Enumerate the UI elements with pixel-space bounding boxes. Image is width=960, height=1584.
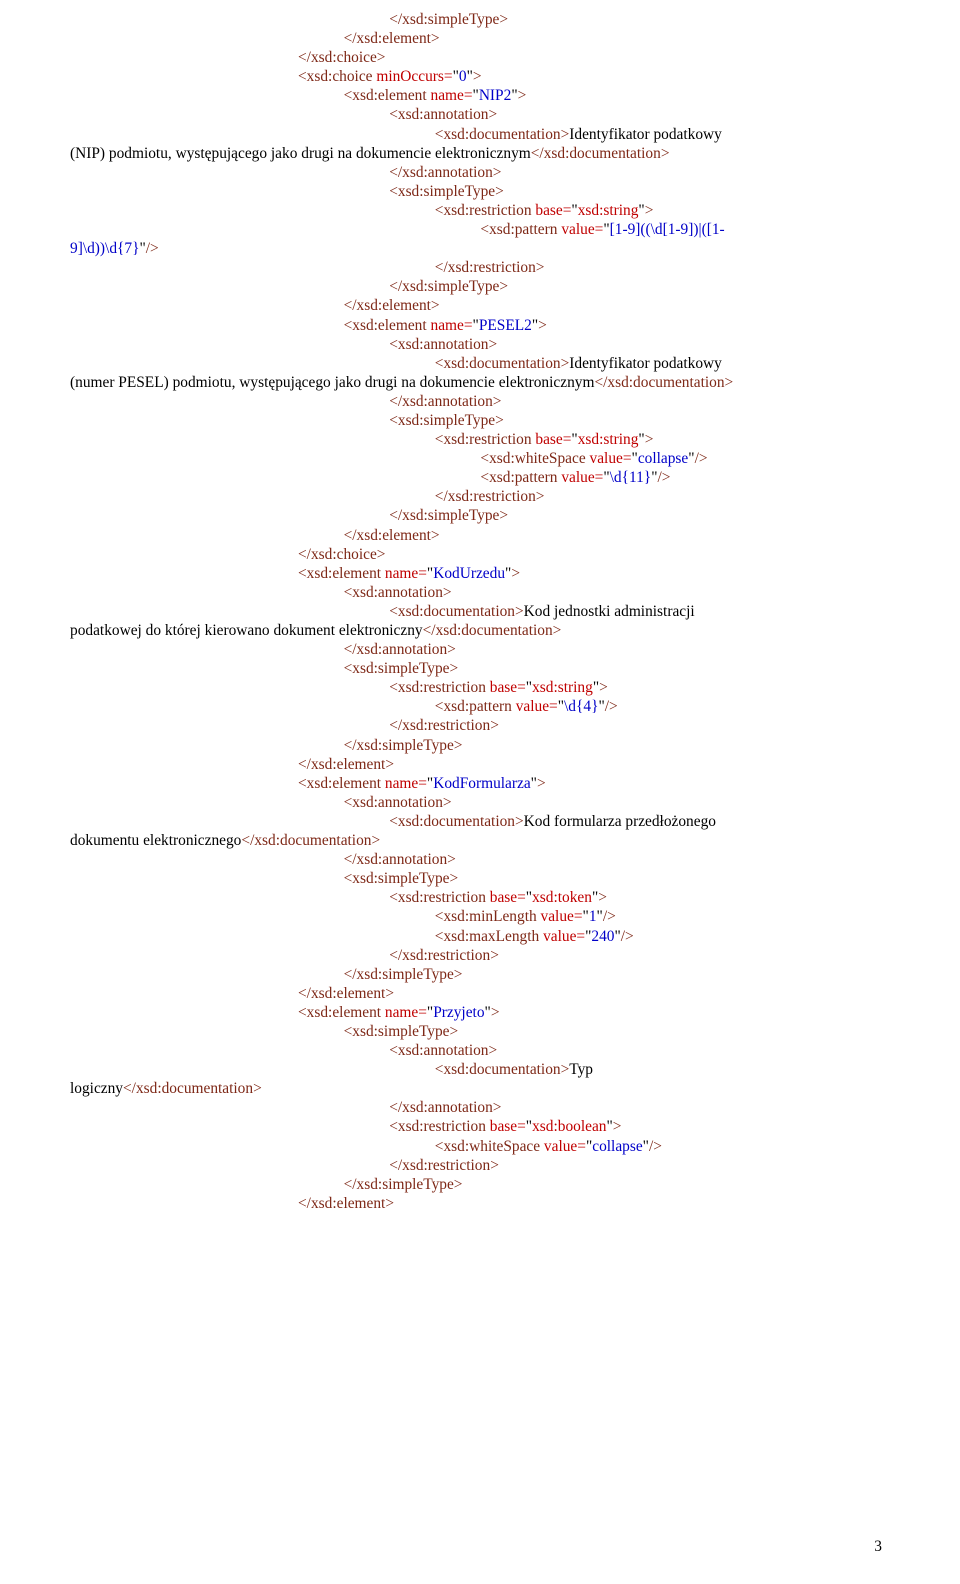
code-line: podatkowej do której kierowano dokument … <box>70 621 890 640</box>
code-line: <xsd:restriction base="xsd:string"> <box>70 430 890 449</box>
code-line: </xsd:annotation> <box>70 640 890 659</box>
code-line: <xsd:simpleType> <box>70 411 890 430</box>
code-line: </xsd:element> <box>70 296 890 315</box>
code-line: <xsd:whiteSpace value="collapse"/> <box>70 1137 890 1156</box>
code-line: </xsd:restriction> <box>70 946 890 965</box>
code-line: <xsd:annotation> <box>70 583 890 602</box>
code-line: <xsd:annotation> <box>70 793 890 812</box>
code-line: <xsd:documentation>Kod jednostki adminis… <box>70 602 890 621</box>
code-line: <xsd:element name="PESEL2"> <box>70 316 890 335</box>
code-line: <xsd:minLength value="1"/> <box>70 907 890 926</box>
code-line: </xsd:simpleType> <box>70 506 890 525</box>
code-line: </xsd:simpleType> <box>70 1175 890 1194</box>
code-line: </xsd:element> <box>70 1194 890 1213</box>
code-line: <xsd:annotation> <box>70 335 890 354</box>
code-line: </xsd:simpleType> <box>70 277 890 296</box>
code-line: </xsd:annotation> <box>70 1098 890 1117</box>
code-line: 9]\d))\d{7}"/> <box>70 239 890 258</box>
code-line: <xsd:simpleType> <box>70 1022 890 1041</box>
code-line: <xsd:element name="KodFormularza"> <box>70 774 890 793</box>
code-line: </xsd:simpleType> <box>70 736 890 755</box>
code-line: <xsd:restriction base="xsd:token"> <box>70 888 890 907</box>
xsd-code-block: </xsd:simpleType></xsd:element></xsd:cho… <box>70 10 890 1213</box>
code-line: <xsd:documentation>Typ <box>70 1060 890 1079</box>
code-line: logiczny</xsd:documentation> <box>70 1079 890 1098</box>
code-line: <xsd:element name="KodUrzedu"> <box>70 564 890 583</box>
code-line: <xsd:documentation>Kod formularza przedł… <box>70 812 890 831</box>
code-line: <xsd:annotation> <box>70 1041 890 1060</box>
code-line: <xsd:pattern value="\d{11}"/> <box>70 468 890 487</box>
code-line: <xsd:documentation>Identyfikator podatko… <box>70 125 890 144</box>
code-line: <xsd:simpleType> <box>70 659 890 678</box>
code-line: </xsd:restriction> <box>70 716 890 735</box>
code-line: </xsd:element> <box>70 29 890 48</box>
code-line: </xsd:restriction> <box>70 258 890 277</box>
document-page: </xsd:simpleType></xsd:element></xsd:cho… <box>0 0 960 1584</box>
code-line: </xsd:restriction> <box>70 1156 890 1175</box>
code-line: </xsd:element> <box>70 526 890 545</box>
code-line: <xsd:pattern value="\d{4}"/> <box>70 697 890 716</box>
code-line: <xsd:choice minOccurs="0"> <box>70 67 890 86</box>
code-line: <xsd:documentation>Identyfikator podatko… <box>70 354 890 373</box>
code-line: </xsd:choice> <box>70 48 890 67</box>
code-line: <xsd:maxLength value="240"/> <box>70 927 890 946</box>
code-line: dokumentu elektronicznego</xsd:documenta… <box>70 831 890 850</box>
code-line: </xsd:element> <box>70 755 890 774</box>
code-line: <xsd:annotation> <box>70 105 890 124</box>
code-line: (NIP) podmiotu, występującego jako drugi… <box>70 144 890 163</box>
code-line: </xsd:annotation> <box>70 850 890 869</box>
code-line: <xsd:simpleType> <box>70 182 890 201</box>
code-line: </xsd:annotation> <box>70 392 890 411</box>
code-line: <xsd:restriction base="xsd:boolean"> <box>70 1117 890 1136</box>
code-line: (numer PESEL) podmiotu, występującego ja… <box>70 373 890 392</box>
code-line: </xsd:simpleType> <box>70 965 890 984</box>
code-line: <xsd:pattern value="[1-9]((\d[1-9])|([1- <box>70 220 890 239</box>
page-number: 3 <box>874 1537 882 1556</box>
code-line: </xsd:element> <box>70 984 890 1003</box>
code-line: </xsd:simpleType> <box>70 10 890 29</box>
code-line: </xsd:choice> <box>70 545 890 564</box>
code-line: <xsd:element name="Przyjeto"> <box>70 1003 890 1022</box>
code-line: <xsd:simpleType> <box>70 869 890 888</box>
code-line: <xsd:restriction base="xsd:string"> <box>70 201 890 220</box>
code-line: <xsd:restriction base="xsd:string"> <box>70 678 890 697</box>
code-line: <xsd:whiteSpace value="collapse"/> <box>70 449 890 468</box>
code-line: </xsd:annotation> <box>70 163 890 182</box>
code-line: <xsd:element name="NIP2"> <box>70 86 890 105</box>
code-line: </xsd:restriction> <box>70 487 890 506</box>
